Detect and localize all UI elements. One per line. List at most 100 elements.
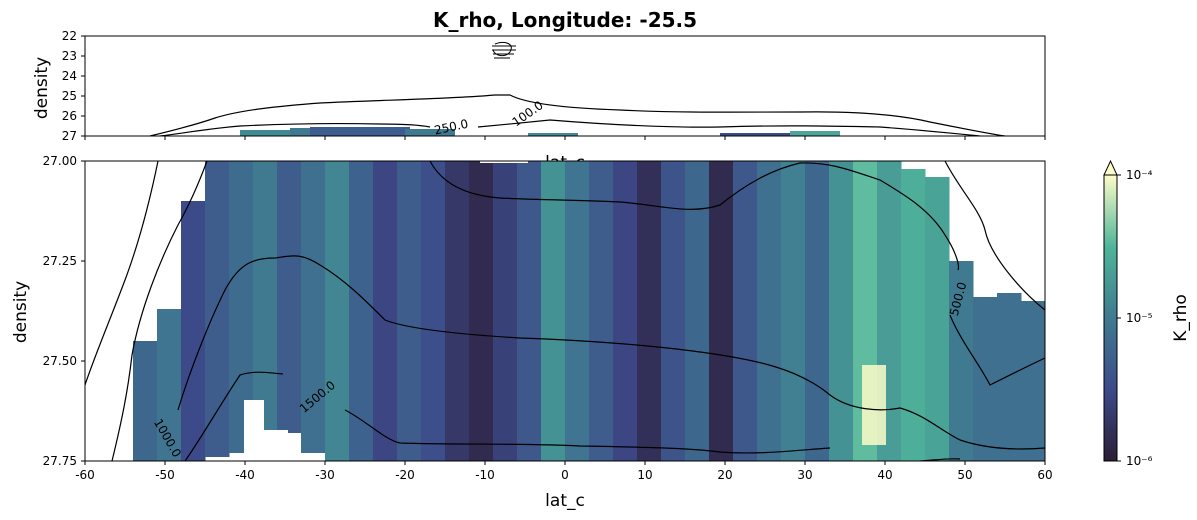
heatmap-cell [421, 161, 446, 461]
chart-title: K_rho, Longitude: -25.5 [433, 8, 697, 32]
main-x-tick-label: -50 [155, 468, 175, 482]
heatmap-cell [301, 161, 326, 453]
top-y-tick-label: 22 [62, 29, 77, 43]
top-y-axis-label: density [32, 57, 52, 119]
heatmap-cell [157, 309, 182, 461]
top-contour-line [159, 119, 981, 136]
main-contour-line [949, 314, 1045, 386]
heatmap-cell [133, 341, 158, 461]
main-x-tick-label: 20 [717, 468, 732, 482]
top-contour-line [492, 41, 516, 59]
top-y-tick-label: 24 [62, 69, 77, 83]
top-strip-cell [405, 129, 455, 136]
top-strip-cell [528, 133, 578, 136]
heatmap-cell [997, 293, 1022, 461]
colorbar-ticks: 10⁻⁶ 10⁻⁵ 10⁻⁴ [1117, 168, 1153, 468]
main-x-tick-label: -20 [395, 468, 415, 482]
main-y-ticks: 27.00 27.25 27.50 27.75 [43, 154, 85, 468]
heatmap-cell [781, 161, 806, 461]
heatmap-cell [277, 161, 302, 433]
top-strip-cell [790, 131, 840, 136]
missing-data-patch [264, 430, 288, 461]
main-y-axis-label: density [11, 281, 31, 343]
heatmap-cell [973, 297, 998, 461]
heatmap-cell [349, 161, 374, 461]
heatmap-cell [565, 161, 590, 461]
main-x-tick-label: 60 [1037, 468, 1052, 482]
colorbar-tick-label: 10⁻⁴ [1126, 168, 1153, 182]
heatmap-cell [469, 161, 494, 461]
top-strip-cell [310, 127, 410, 136]
colorbar-tick-label: 10⁻⁶ [1126, 454, 1153, 468]
top-y-tick-label: 27 [62, 129, 77, 143]
heatmap-cell [685, 161, 710, 461]
heatmap-cell [661, 161, 686, 461]
main-x-tick-label: 10 [637, 468, 652, 482]
contour-label-100: 100.0 [510, 98, 546, 129]
colorbar-gradient [1103, 174, 1118, 462]
main-y-tick-label: 27.50 [43, 354, 77, 368]
heatmap-cell [325, 161, 350, 461]
top-x-ticks [84, 136, 1046, 140]
main-x-tick-label: 50 [957, 468, 972, 482]
heatmap-cell [373, 161, 398, 461]
top-panel-plot-area [149, 41, 1006, 136]
main-y-tick-label: 27.00 [43, 154, 77, 168]
main-x-tick-label: -30 [315, 468, 335, 482]
main-x-tick-label: 0 [561, 468, 569, 482]
heatmap-cell [205, 161, 230, 457]
heatmap-cell [733, 161, 758, 461]
heatmap-cell [949, 261, 974, 461]
main-contour-line [85, 161, 159, 386]
main-contour-line [177, 255, 1045, 450]
highlight-patch [862, 365, 886, 445]
colorbar-label: K_rho [1171, 294, 1191, 342]
heatmap-cell [181, 201, 206, 461]
missing-data-patch [244, 400, 264, 461]
top-strip-cell [720, 133, 840, 136]
main-contour-line [184, 371, 831, 461]
top-y-tick-label: 25 [62, 89, 77, 103]
main-contour-line [429, 161, 960, 271]
colorbar-extend-arrow [1103, 159, 1118, 176]
main-x-tick-label: -40 [235, 468, 255, 482]
top-strip-cell [240, 130, 320, 136]
main-y-tick-label: 27.75 [43, 454, 77, 468]
heatmap-cell [805, 161, 830, 461]
main-x-ticks: -60 -50 -40 -30 -20 -10 0 10 20 30 40 50 60 [75, 461, 1053, 482]
heatmap-cell [589, 161, 614, 461]
missing-data-patch [480, 161, 528, 163]
main-x-tick-label: -60 [75, 468, 95, 482]
top-y-ticks: 22 23 24 25 26 27 [62, 29, 85, 143]
heatmap-cell [613, 161, 638, 461]
main-contour-line [944, 161, 1045, 311]
heatmap-cell [541, 161, 566, 461]
main-x-tick-label: 30 [797, 468, 812, 482]
top-contour-line [149, 94, 1006, 136]
heatmap-cell [829, 161, 854, 461]
heatmap-cell [757, 161, 782, 461]
main-x-tick-label: -10 [475, 468, 495, 482]
colorbar-tick-label: 10⁻⁵ [1126, 311, 1153, 325]
heatmap-cell [925, 177, 950, 461]
heatmap-cell [445, 161, 470, 461]
main-panel-plot-area [85, 161, 1045, 461]
heatmap-cell [709, 161, 734, 461]
contour-label-250: 250.0 [433, 117, 470, 138]
heatmap-cell [397, 161, 422, 461]
heatmap-cell [493, 161, 518, 461]
top-y-tick-label: 23 [62, 49, 77, 63]
main-panel: 1500.0 1000.0 500.0 27.0027.2527.5027.75… [11, 154, 1053, 511]
main-y-tick-label: 27.25 [43, 254, 77, 268]
heatmap-cell [517, 161, 542, 461]
colorbar: 10⁻⁶ 10⁻⁵ 10⁻⁴ K_rho [1103, 159, 1191, 468]
heatmap-cell [1021, 301, 1045, 461]
heatmap-cells [133, 161, 1045, 461]
top-y-tick-label: 26 [62, 109, 77, 123]
main-x-tick-label: 40 [877, 468, 892, 482]
heatmap-cell [637, 161, 662, 461]
main-contour-line [111, 161, 208, 461]
main-x-axis-label: lat_c [545, 491, 585, 511]
